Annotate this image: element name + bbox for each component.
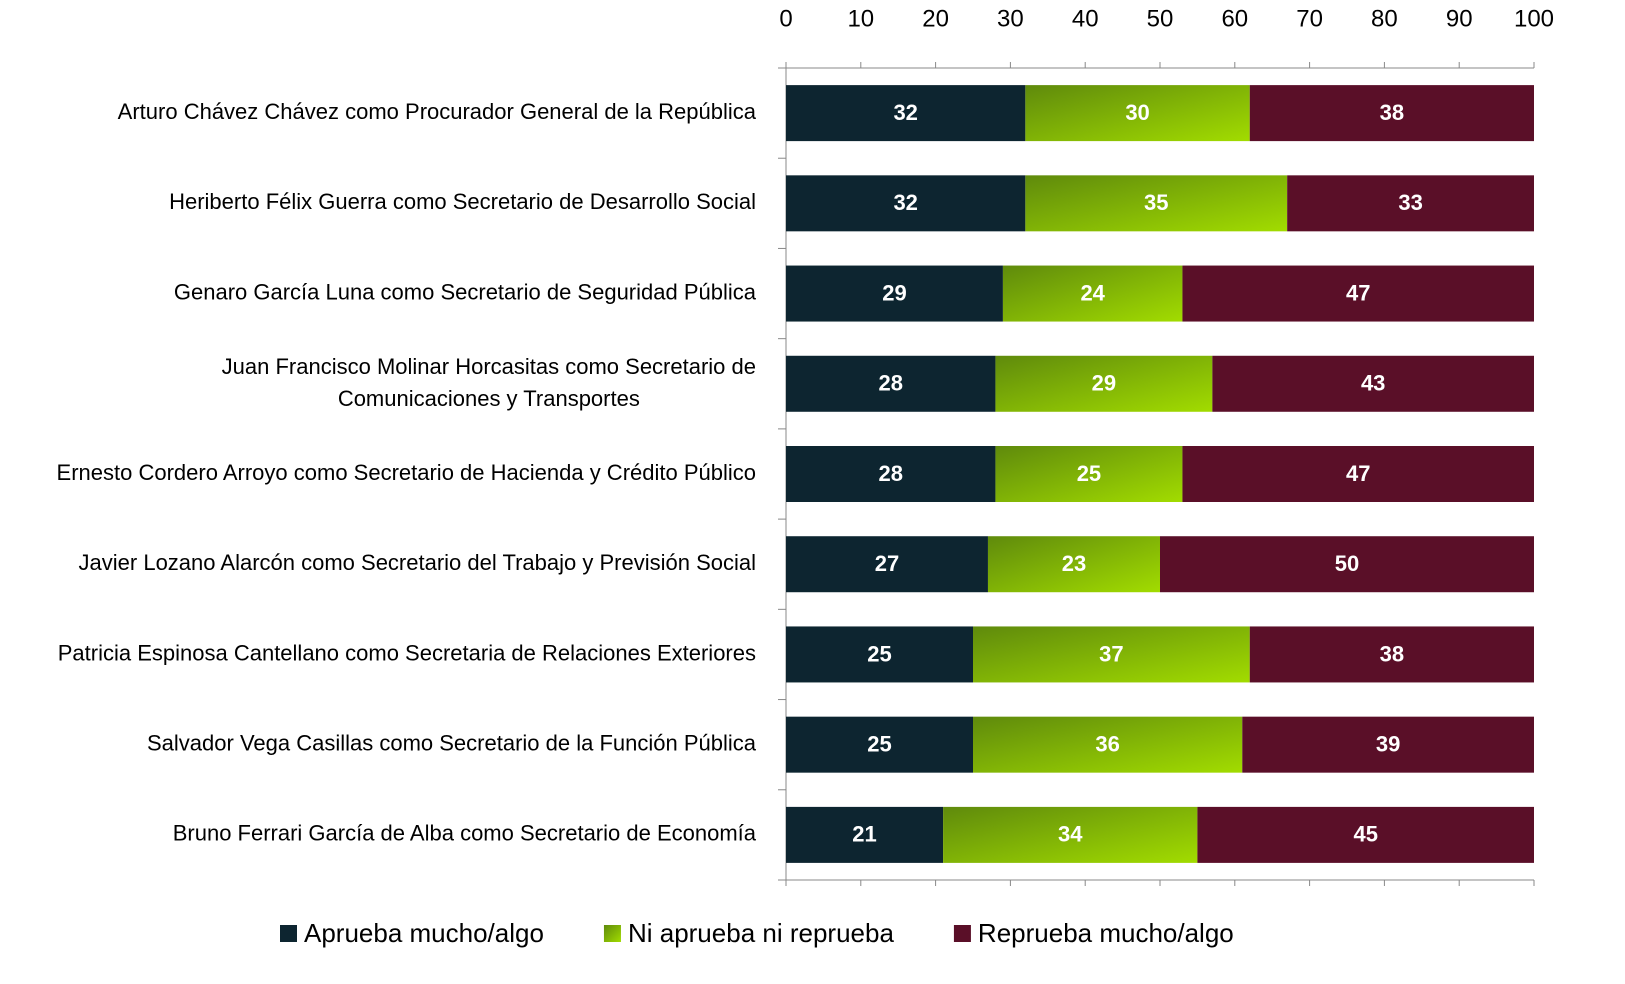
bar-segment bbox=[1025, 85, 1250, 142]
value-label: 39 bbox=[1376, 731, 1400, 756]
bar-segment bbox=[786, 446, 996, 502]
bar-segment bbox=[995, 355, 1213, 412]
value-label: 38 bbox=[1380, 641, 1404, 666]
category-label: Genaro García Luna como Secretario de Se… bbox=[174, 279, 757, 304]
value-label: 34 bbox=[1058, 822, 1083, 847]
value-label: 47 bbox=[1346, 280, 1370, 305]
value-label: 25 bbox=[867, 641, 891, 666]
category-label: Arturo Chávez Chávez como Procurador Gen… bbox=[118, 99, 757, 124]
value-label: 28 bbox=[878, 461, 902, 486]
value-label: 24 bbox=[1080, 280, 1105, 305]
bar-segment bbox=[987, 536, 1160, 593]
category-label: Bruno Ferrari García de Alba como Secret… bbox=[173, 821, 757, 846]
value-label: 25 bbox=[1077, 461, 1101, 486]
category-label: Heriberto Félix Guerra como Secretario d… bbox=[169, 189, 756, 214]
bar-segment bbox=[1212, 355, 1534, 412]
value-label: 50 bbox=[1335, 551, 1359, 576]
bar-segment bbox=[1025, 175, 1288, 232]
value-label: 43 bbox=[1361, 371, 1385, 396]
value-label: 35 bbox=[1144, 190, 1168, 215]
x-tick-label: 100 bbox=[1514, 5, 1554, 32]
legend-swatch bbox=[603, 925, 621, 942]
category-label: Javier Lozano Alarcón como Secretario de… bbox=[79, 550, 756, 575]
bar-segment bbox=[786, 626, 973, 683]
value-label: 28 bbox=[878, 371, 902, 396]
value-label: 36 bbox=[1095, 731, 1119, 756]
x-tick-label: 40 bbox=[1072, 5, 1099, 32]
value-label: 32 bbox=[893, 100, 917, 125]
bar-segment bbox=[786, 85, 1026, 142]
x-tick-label: 50 bbox=[1147, 5, 1174, 32]
bar-segment bbox=[1002, 265, 1183, 322]
value-label: 27 bbox=[875, 551, 899, 576]
category-label: Juan Francisco Molinar Horcasitas como S… bbox=[222, 354, 756, 411]
bar-segment bbox=[943, 806, 1198, 863]
legend-label: Aprueba mucho/algo bbox=[304, 918, 544, 948]
bar-segment bbox=[1197, 806, 1534, 863]
value-label: 33 bbox=[1398, 190, 1422, 215]
bar-segment bbox=[786, 175, 1026, 232]
bar-segment bbox=[1249, 626, 1534, 683]
bar-segment bbox=[973, 626, 1250, 683]
category-label: Ernesto Cordero Arroyo como Secretario d… bbox=[57, 460, 756, 485]
value-label: 30 bbox=[1125, 100, 1149, 125]
value-label: 38 bbox=[1380, 100, 1404, 125]
bar-segment bbox=[1287, 175, 1534, 232]
bar-segment bbox=[786, 716, 973, 773]
x-tick-label: 70 bbox=[1296, 5, 1323, 32]
value-label: 37 bbox=[1099, 641, 1123, 666]
bar-segment bbox=[1249, 85, 1534, 142]
legend-swatch bbox=[953, 925, 971, 942]
value-label: 25 bbox=[867, 731, 891, 756]
bar-segment bbox=[786, 536, 988, 593]
category-label: Salvador Vega Casillas como Secretario d… bbox=[147, 730, 757, 755]
bar-segment bbox=[1182, 446, 1534, 502]
value-label: 45 bbox=[1353, 822, 1377, 847]
bar-segment bbox=[786, 355, 996, 412]
bar-segment bbox=[995, 446, 1183, 502]
legend-swatch bbox=[280, 925, 297, 942]
x-tick-label: 0 bbox=[779, 5, 792, 32]
value-label: 32 bbox=[893, 190, 917, 215]
value-label: 47 bbox=[1346, 461, 1370, 486]
bar-segment bbox=[1160, 536, 1534, 593]
x-tick-label: 60 bbox=[1221, 5, 1248, 32]
value-label: 29 bbox=[882, 280, 906, 305]
legend-label: Ni aprueba ni reprueba bbox=[628, 918, 894, 948]
x-tick-label: 80 bbox=[1371, 5, 1398, 32]
value-label: 23 bbox=[1062, 551, 1086, 576]
bar-segment bbox=[1182, 265, 1534, 322]
category-label: Patricia Espinosa Cantellano como Secret… bbox=[58, 640, 756, 665]
bar-segment bbox=[973, 716, 1243, 773]
x-tick-label: 20 bbox=[922, 5, 949, 32]
value-label: 29 bbox=[1092, 371, 1116, 396]
value-label: 21 bbox=[852, 822, 876, 847]
legend-label: Reprueba mucho/algo bbox=[978, 918, 1234, 948]
bar-segment bbox=[786, 265, 1003, 322]
x-tick-label: 10 bbox=[847, 5, 874, 32]
bar-segment bbox=[786, 806, 944, 863]
x-tick-label: 90 bbox=[1446, 5, 1473, 32]
bar-segment bbox=[1242, 716, 1534, 773]
x-tick-label: 30 bbox=[997, 5, 1024, 32]
